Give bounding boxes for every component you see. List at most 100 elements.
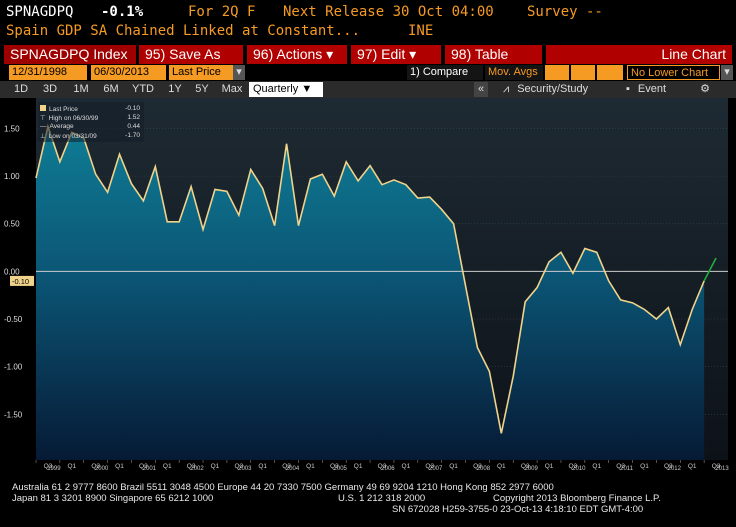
x-tick-label: Q3: [91, 463, 100, 470]
start-date-field[interactable]: 12/31/1998: [9, 65, 87, 80]
x-year-label: 2007: [429, 466, 443, 470]
x-tick-label: Q3: [187, 463, 196, 470]
tab-1d[interactable]: 1D: [13, 83, 29, 95]
x-tick-label: Q1: [402, 463, 411, 470]
legend-high-label: High on 06/30/99: [48, 115, 99, 122]
x-tick-label: Q1: [354, 463, 363, 470]
save-as-button[interactable]: 95) Save As: [139, 45, 243, 64]
x-tick-label: Q3: [44, 463, 53, 470]
security-study-label: Security/Study: [517, 83, 589, 95]
x-year-label: 2000: [95, 466, 109, 470]
event-button[interactable]: ▪ Event: [626, 82, 686, 97]
tab-ytd[interactable]: YTD: [132, 83, 154, 95]
data-area: [36, 126, 705, 460]
price-dropdown-icon[interactable]: ▾: [233, 65, 245, 80]
x-tick-label: Q3: [712, 463, 721, 470]
tab-5y[interactable]: 5Y: [195, 83, 209, 95]
projection-line: [703, 257, 717, 282]
x-tick-label: Q1: [211, 463, 220, 470]
x-year-label: 2012: [668, 466, 682, 470]
x-year-label: 2008: [477, 466, 491, 470]
event-label: Event: [637, 83, 667, 95]
footer-timestamp: SN 672028 H259-3755-0 23-Oct-13 4:18:10 …: [392, 504, 644, 515]
x-tick-label: Q3: [521, 463, 530, 470]
source: INE: [408, 23, 434, 39]
legend-low: ⊥ Low on 03/31/09: [40, 132, 97, 140]
ticker: SPNAGDPQ: [6, 4, 74, 20]
gdp-chart: 1.501.000.500.00-0.50-1.00-1.50-0.10 Q3 Q…: [4, 98, 729, 470]
legend-last-value: -0.10: [125, 105, 140, 112]
next-release: Next Release 30 Oct 04:00: [283, 4, 494, 20]
legend-avg-label: Average: [49, 123, 74, 130]
footer-us-phone: U.S. 1 212 318 2000: [338, 493, 426, 504]
period-bar: 1D 3D 1M 6M YTD 1Y 5Y Max Quarterly ▼ « …: [0, 81, 736, 98]
data-line: [35, 123, 705, 434]
x-year-label: 2005: [334, 466, 348, 470]
frequency-select[interactable]: Quarterly ▼: [249, 82, 323, 97]
collapse-icon[interactable]: «: [474, 82, 488, 97]
avg-marker-icon: —: [40, 123, 47, 130]
x-year-label: 2004: [286, 466, 300, 470]
legend-last-label: Last Price: [49, 106, 78, 113]
chart-type-button[interactable]: Line Chart: [546, 45, 732, 64]
actions-button[interactable]: 96) Actions ▾: [247, 45, 347, 64]
tab-3d[interactable]: 3D: [42, 83, 58, 95]
gear-icon[interactable]: ⚙: [700, 83, 710, 95]
x-year-label: 2002: [190, 466, 204, 470]
x-axis: Q3 Q1 Q3 Q1 Q3 Q1 Q3 Q1 Q3 Q1 Q3 Q1 Q3 Q1 Q3 Q1 Q3 Q1 Q3 Q1…: [35, 460, 729, 470]
x-tick-label: Q3: [378, 463, 387, 470]
footer-phones: Australia 61 2 9777 8600 Brazil 5511 304…: [12, 482, 554, 493]
save-as-label: 95) Save As: [145, 46, 221, 62]
x-tick-label: Q1: [688, 463, 697, 470]
frequency-label: Quarterly: [253, 83, 299, 95]
x-year-label: 2011: [620, 466, 634, 470]
x-tick-label: Q3: [234, 463, 243, 470]
end-date-field[interactable]: 06/30/2013: [91, 65, 166, 80]
x-tick-label: Q3: [330, 463, 339, 470]
x-year-label: 2013: [715, 466, 729, 470]
last-value: -0.1%: [101, 4, 144, 20]
x-tick-label: Q1: [497, 463, 506, 470]
lower-chart-select[interactable]: No Lower Chart: [627, 65, 720, 80]
tab-1m[interactable]: 1M: [73, 83, 89, 95]
table-button[interactable]: 98) Table: [445, 45, 542, 64]
mov-avg-field-1[interactable]: [545, 65, 569, 80]
price-field-select[interactable]: Last Price: [169, 65, 233, 80]
edit-button[interactable]: 97) Edit ▾: [351, 45, 441, 64]
x-tick-label: Q1: [115, 463, 124, 470]
tab-1y[interactable]: 1Y: [168, 83, 182, 95]
y-tick-label: 0.50: [4, 220, 20, 229]
legend-high: ⊤ High on 06/30/99: [40, 114, 98, 122]
legend-swatch-icon: [40, 105, 46, 111]
x-year-label: 2010: [572, 466, 586, 470]
x-tick-label: Q1: [258, 463, 267, 470]
mov-avg-field-2[interactable]: [571, 65, 595, 80]
x-tick-label: Q3: [425, 463, 434, 470]
chart-icon: ⩘: [503, 83, 510, 95]
x-year-label: 2003: [238, 466, 252, 470]
compare-button[interactable]: 1) Compare: [407, 65, 483, 80]
x-year-label: 2006: [381, 466, 395, 470]
x-tick-label: Q3: [139, 463, 148, 470]
x-tick-label: Q1: [306, 463, 315, 470]
security-study-button[interactable]: ⩘ Security/Study: [503, 82, 613, 97]
mov-avgs-button[interactable]: Mov. Avgs: [485, 65, 543, 80]
x-axis-band: [36, 460, 728, 470]
legend-last: Last Price: [40, 105, 78, 113]
x-tick-label: Q3: [616, 463, 625, 470]
last-value-marker: [10, 275, 34, 286]
toolbar: SPNAGDPQ Index 95) Save As 96) Actions ▾…: [0, 45, 736, 65]
controls-bar: 12/31/1998 06/30/2013 Last Price ▾ 1) Co…: [0, 65, 736, 81]
legend-low-value: -1.70: [125, 132, 140, 139]
lower-chart-dropdown-icon[interactable]: ▾: [721, 65, 733, 80]
tab-max[interactable]: Max: [221, 83, 243, 95]
x-tick-label: Q3: [664, 463, 673, 470]
mov-avg-field-3[interactable]: [597, 65, 623, 80]
for-label: For 2Q F: [188, 4, 256, 20]
index-button[interactable]: SPNAGDPQ Index: [4, 45, 136, 64]
legend-low-label: Low on 03/31/09: [48, 133, 97, 140]
x-tick-label: Q1: [449, 463, 458, 470]
x-year-label: 2009: [524, 466, 538, 470]
y-tick-label: 1.50: [4, 124, 20, 133]
tab-6m[interactable]: 6M: [103, 83, 119, 95]
